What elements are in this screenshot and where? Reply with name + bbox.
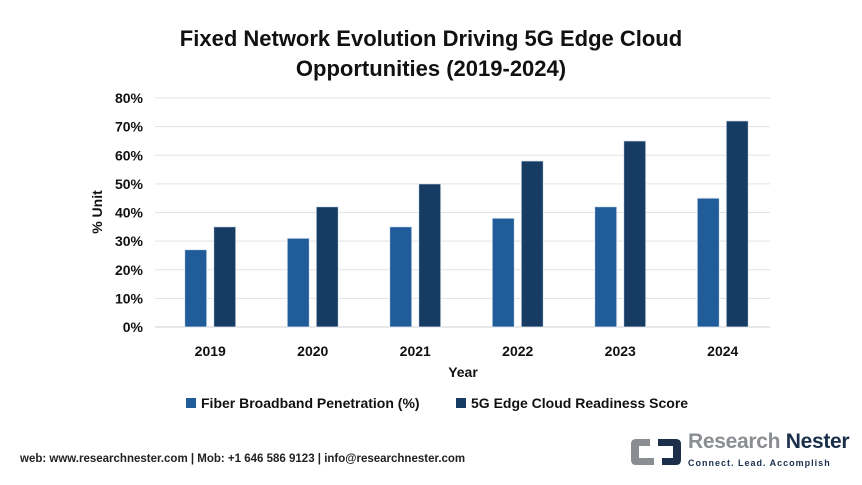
x-tick-label: 2019 (195, 343, 226, 359)
bar-2022-series-1 (491, 217, 515, 328)
y-tick-label: 40% (115, 205, 144, 221)
legend-label-2: 5G Edge Cloud Readiness Score (471, 395, 688, 411)
legend-label-1: Fiber Broadband Penetration (%) (201, 395, 420, 411)
bar-2024-series-1 (696, 197, 720, 328)
y-tick-label: 20% (115, 262, 144, 278)
y-tick-label: 70% (115, 119, 144, 135)
y-tick-label: 0% (123, 319, 144, 335)
footer-contact: web: www.researchnester.com | Mob: +1 64… (20, 453, 466, 465)
chart-title: Fixed Network Evolution Driving 5G Edge … (0, 24, 862, 84)
logo-icon (631, 439, 681, 465)
logo-word-research: Research (688, 430, 781, 453)
y-tick-label: 30% (115, 233, 144, 249)
legend-swatch-2 (456, 398, 466, 408)
y-tick-label: 60% (115, 147, 144, 163)
x-tick-label: 2023 (605, 343, 636, 359)
chart-title-line-1: Fixed Network Evolution Driving 5G Edge … (179, 26, 683, 51)
bar-2019-series-2 (213, 226, 237, 328)
x-tick-label: 2022 (502, 343, 533, 359)
bar-2024-series-2 (725, 120, 749, 328)
y-tick-label: 50% (115, 176, 144, 192)
bar-2020-series-1 (286, 237, 310, 328)
legend-swatch-1 (186, 398, 196, 408)
bar-2022-series-2 (520, 160, 544, 328)
x-tick-label: 2020 (297, 343, 328, 359)
x-tick-label: 2024 (707, 343, 738, 359)
bar-2019-series-1 (184, 249, 208, 328)
bar-2023-series-2 (623, 140, 647, 328)
bar-2021-series-2 (418, 183, 442, 328)
y-tick-label: 10% (115, 290, 144, 306)
research-nester-logo: Research Nester Connect. Lead. Accomplis… (628, 431, 858, 475)
bar-2023-series-1 (594, 206, 618, 328)
bar-2021-series-1 (389, 226, 413, 328)
logo-word-nester: Nester (785, 430, 850, 453)
logo-wordmark: Research Nester (688, 430, 850, 453)
logo-tagline: Connect. Lead. Accomplish (688, 458, 831, 468)
x-tick-label: 2021 (400, 343, 431, 359)
y-axis-label: % Unit (89, 190, 105, 234)
chart-title-line-2: Opportunities (2019-2024) (295, 56, 567, 81)
bar-2020-series-2 (315, 206, 339, 328)
y-tick-label: 80% (115, 90, 144, 106)
x-axis-label: Year (448, 364, 478, 380)
